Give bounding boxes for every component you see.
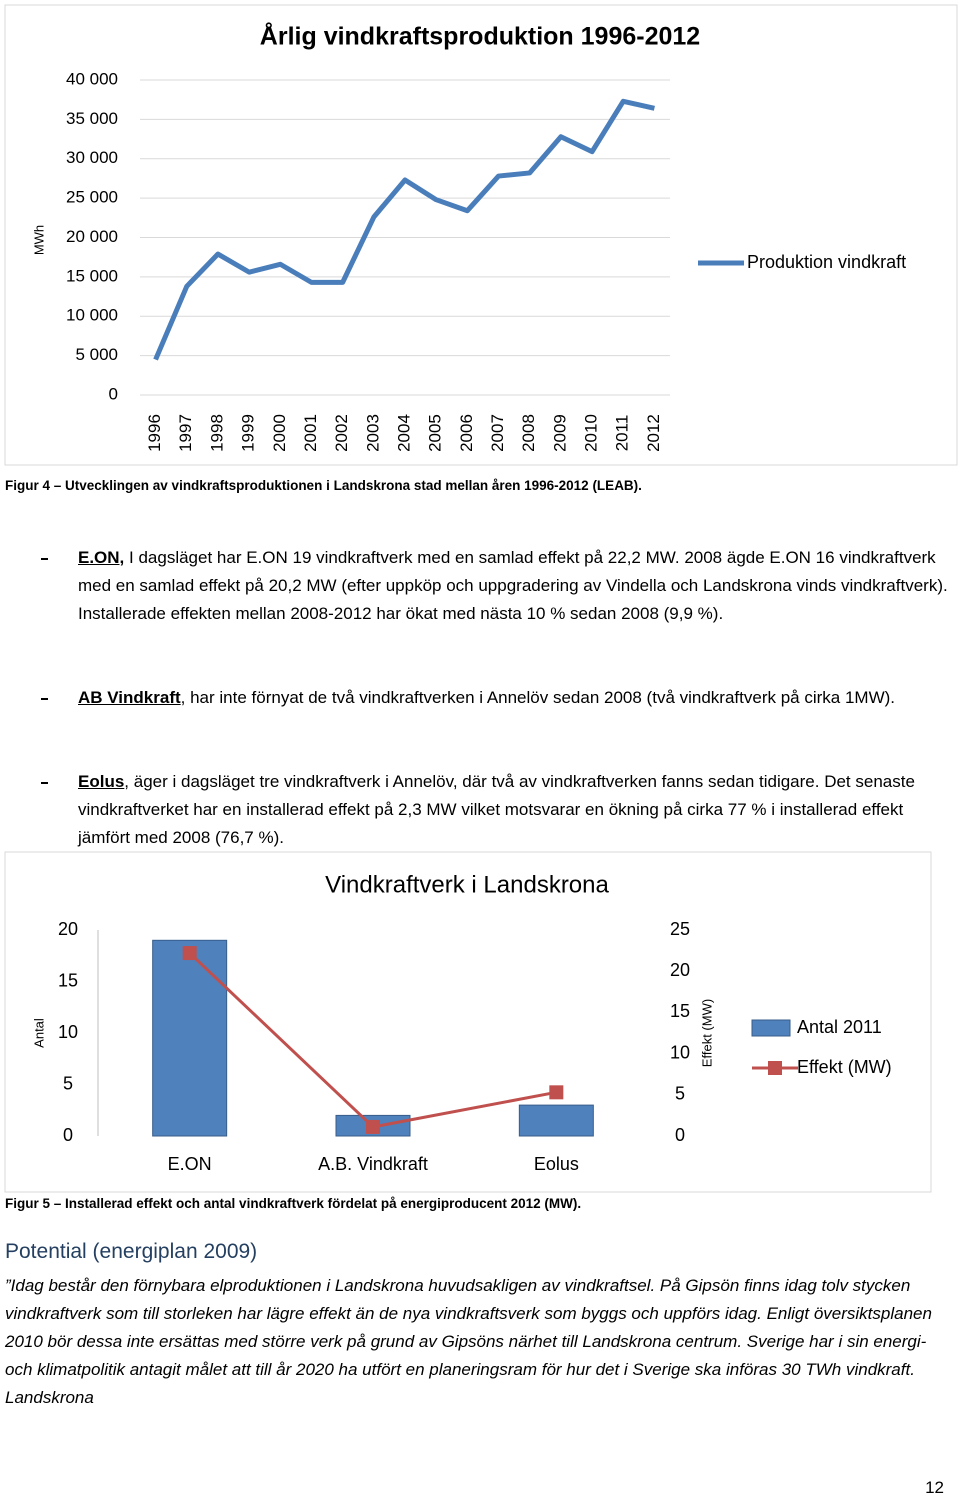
x-tick-label: 2002 [332,414,351,452]
chart-frame [4,851,932,1193]
x-tick-label: 2001 [301,414,320,452]
bullet: E.ON, I dagsläget har E.ON 19 vindkraftv… [41,544,948,628]
y-tick-label: 0 [109,384,118,403]
x-tick-label: E.ON [168,1154,212,1174]
data-marker [182,946,197,961]
legend-label: Antal 2011 [797,1017,882,1037]
y-tick-label: 5 [63,1073,73,1093]
bullet: AB Vindkraft, har inte förnyat de två vi… [41,684,948,712]
charts: Årlig vindkraftsproduktion 1996-2012 MWh 0… [4,4,958,1193]
data-marker [549,1085,564,1100]
bullet-lead: Eolus [78,772,125,791]
y-tick-label: 20 [58,919,78,939]
y-tick-label: 0 [63,1125,73,1145]
x-tick-label: A.B. Vindkraft [318,1154,428,1174]
x-tick-label: 2003 [363,414,382,452]
y2-tick-label: 20 [670,960,690,980]
y-tick-label: 25 000 [66,188,118,207]
x-tick-label: 2006 [457,414,476,452]
bar [518,1104,594,1137]
x-tick-label: 1998 [207,414,226,452]
legend-swatch [751,1019,791,1037]
y-tick-label: 30 000 [66,148,118,167]
section-heading: Potential (energiplan 2009) [5,1240,258,1263]
x-tick-label: 1996 [145,414,164,452]
y-tick-label: 5 000 [75,345,118,364]
bullet-text: , äger i dagsläget tre vindkraftverk i A… [78,772,915,847]
paragraph: ”Idag består den förnybara elproduktione… [5,1276,932,1407]
y2-tick-label: 25 [670,919,690,939]
bullet-lead: AB Vindkraft [78,688,181,707]
bullet-lead: E.ON, [78,548,125,567]
x-tick-label: 2008 [519,414,538,452]
y2-tick-label: 10 [670,1042,690,1062]
figure-caption: Figur 4 – Utvecklingen av vindkraftsprod… [5,478,642,493]
x-tick-label: 2012 [644,414,663,452]
bar [152,939,228,1137]
x-tick-label: 1997 [176,414,195,452]
y-tick-label: 15 [58,970,78,990]
y-tick-label: 10 [58,1022,78,1042]
y-axis-label: Antal [31,1018,46,1048]
bullet-dash [41,782,48,784]
bullet-text: , har inte förnyat de två vindkraftverke… [180,688,895,707]
y2-tick-label: 15 [670,1001,690,1021]
figure-caption: Figur 5 – Installerad effekt och antal v… [5,1196,582,1211]
x-tick-label: 2004 [394,414,413,452]
y-tick-label: 15 000 [66,266,118,285]
legend-swatch [768,1061,782,1075]
x-tick-label: Eolus [534,1154,579,1174]
data-line [153,98,655,361]
y-tick-label: 20 000 [66,227,118,246]
bullet-dash [41,698,48,700]
legend-label: Produktion vindkraft [747,252,906,272]
x-tick-label: 2010 [582,414,601,452]
bullet: Eolus, äger i dagsläget tre vindkraftver… [41,768,948,852]
x-tick-label: 1999 [239,414,258,452]
y-tick-label: 40 000 [66,69,118,88]
y-tick-label: 10 000 [66,306,118,325]
y2-tick-label: 0 [675,1125,685,1145]
chart-title: Vindkraftverk i Landskrona [325,871,609,898]
chart-title: Årlig vindkraftsproduktion 1996-2012 [260,22,700,51]
y2-tick-label: 5 [675,1084,685,1104]
data-marker [366,1119,380,1134]
y-axis-label: MWh [31,225,46,255]
x-tick-label: 2007 [488,414,507,452]
x-tick-label: 2005 [426,414,445,452]
y-tick-label: 35 000 [66,109,118,128]
chart-frame [4,4,958,466]
x-tick-label: 2000 [270,414,289,452]
x-tick-label: 2009 [550,414,569,452]
y2-axis-label: Effekt (MW) [699,999,714,1067]
bullet-text: I dagsläget har E.ON 19 vindkraftverk me… [78,548,948,623]
x-tick-label: 2011 [613,415,632,452]
bullet-dash [41,558,48,560]
legend-label: Effekt (MW) [797,1057,892,1077]
page-number: 12 [925,1478,944,1497]
